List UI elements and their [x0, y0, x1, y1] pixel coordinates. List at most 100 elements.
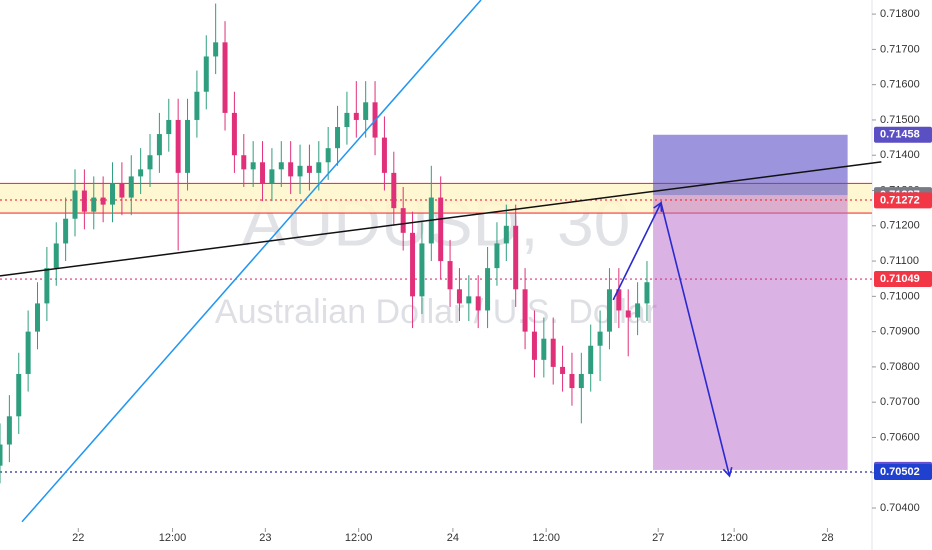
y-tick-label: 0.71700 [880, 43, 920, 55]
candle-body [138, 169, 144, 177]
candle-body [203, 56, 209, 92]
candle-body [63, 218, 69, 244]
candle-body [147, 155, 153, 170]
candle-body [531, 331, 537, 360]
candle-body [100, 197, 106, 205]
y-tick-label: 0.71100 [880, 255, 919, 267]
candle-body [494, 243, 500, 269]
candle-body [550, 338, 556, 367]
candle-body [353, 112, 359, 120]
axis-label: 0.71458 [880, 129, 920, 141]
candle-body [269, 169, 275, 184]
candle-body [597, 331, 603, 346]
candle-body [616, 289, 622, 311]
candle-body [625, 310, 631, 318]
candle-body [400, 208, 406, 233]
y-tick-label: 0.71000 [880, 290, 920, 302]
y-tick-label: 0.70700 [880, 396, 920, 408]
x-tick-label: 22 [72, 532, 84, 544]
candle-body [0, 444, 3, 466]
candle-body [560, 366, 566, 374]
candle-body [166, 119, 172, 135]
candle-body [344, 112, 350, 128]
candle-body [72, 190, 78, 219]
candle-body [522, 289, 528, 332]
candle-body [185, 119, 191, 173]
candle-body [35, 303, 41, 332]
candle-body [119, 183, 125, 198]
y-tick-label: 0.70800 [880, 361, 920, 373]
candle-body [588, 345, 594, 374]
candle-body [606, 289, 612, 332]
candle-body [156, 134, 162, 156]
candle-body [503, 225, 509, 244]
candle-body [306, 165, 312, 173]
candle-body [128, 176, 134, 198]
candle-body [475, 296, 481, 311]
trend-line [0, 161, 882, 277]
candle-body [250, 162, 256, 170]
candle-body [644, 282, 650, 304]
candle-body [278, 162, 284, 170]
candle-body [241, 155, 247, 170]
axis-label-bg [874, 192, 932, 209]
candle-body [53, 243, 59, 269]
axis-label: 0.71272 [880, 194, 920, 206]
candle-body [391, 172, 397, 209]
candle-body [456, 289, 462, 304]
candle-body [175, 119, 181, 173]
position-stop [653, 134, 848, 196]
candle-body [110, 183, 116, 205]
candle-body [297, 165, 303, 177]
x-tick-label: 12:00 [345, 532, 373, 544]
arrow-head [722, 467, 733, 478]
arrow-head [653, 201, 663, 212]
candle-body [194, 91, 200, 120]
axis-label-bg [874, 464, 932, 481]
candle-body [25, 331, 31, 374]
candle-body [91, 197, 97, 212]
axis-label-bg [874, 126, 932, 143]
x-tick-label: 23 [259, 532, 271, 544]
x-tick-label: 27 [652, 532, 664, 544]
candle-body [513, 225, 519, 290]
x-tick-label: 24 [447, 532, 459, 544]
candle-body [419, 243, 425, 297]
candle-body [363, 102, 369, 120]
candle-body [81, 190, 87, 212]
y-tick-label: 0.71600 [880, 79, 920, 91]
candle-body [316, 162, 322, 173]
y-tick-label: 0.70900 [880, 326, 920, 338]
y-tick-label: 0.71800 [880, 8, 920, 20]
x-tick-label: 12:00 [720, 532, 748, 544]
candle-body [260, 162, 266, 184]
candle-body [44, 268, 50, 304]
y-tick-label: 0.71500 [880, 114, 920, 126]
y-tick-label: 0.71200 [880, 220, 920, 232]
candle-body [16, 373, 22, 417]
candle-body [231, 112, 237, 156]
y-tick-label: 0.70600 [880, 431, 920, 443]
x-tick-label: 12:00 [159, 532, 187, 544]
x-tick-label: 28 [821, 532, 833, 544]
position-target [653, 195, 848, 470]
candle-body [335, 127, 341, 149]
candle-body [222, 42, 228, 113]
y-tick-label: 0.70400 [880, 502, 920, 514]
candle-body [485, 268, 491, 311]
axis-label: 0.71049 [880, 273, 920, 285]
candle-body [569, 373, 575, 389]
candle-body [635, 303, 641, 318]
candle-body [578, 373, 584, 389]
candle-body [381, 137, 387, 173]
candle-body [213, 42, 219, 57]
y-tick-label: 0.71400 [880, 149, 920, 161]
axis-label: 0.70502 [880, 466, 920, 478]
candle-body [438, 197, 444, 262]
candle-body [541, 338, 547, 360]
candle-body [325, 148, 331, 163]
x-tick-label: 12:00 [532, 532, 560, 544]
candle-body [466, 296, 472, 304]
